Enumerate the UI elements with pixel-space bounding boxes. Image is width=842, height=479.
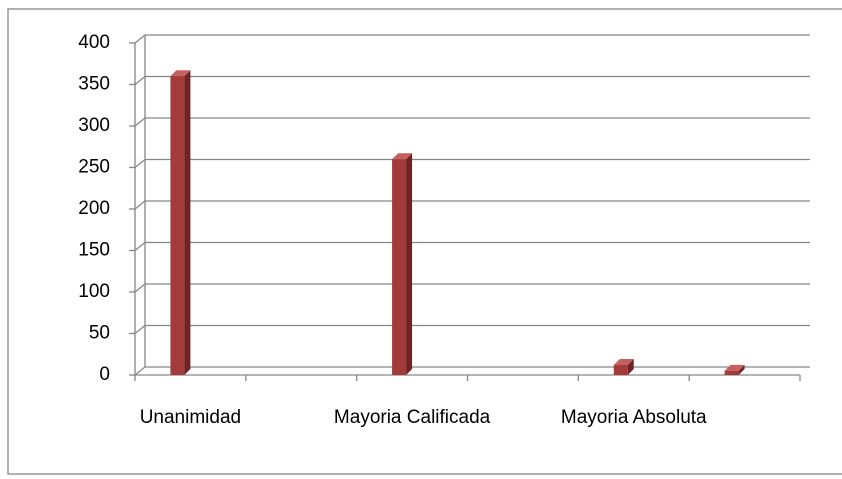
grid-line [134, 200, 146, 210]
grid-line [134, 158, 146, 169]
x-tick-label: Mayoria Calificada [334, 407, 491, 428]
bar-face [724, 370, 739, 375]
y-tick-label: 400 [78, 32, 110, 53]
grid-line [134, 34, 146, 44]
bar [724, 364, 745, 375]
bar-face [406, 153, 413, 375]
y-tick-label: 150 [78, 240, 110, 261]
bar [392, 153, 413, 375]
y-tick-label: 100 [78, 281, 110, 302]
bar-face [613, 365, 628, 375]
bar [613, 359, 634, 375]
grid-line [134, 75, 146, 86]
bar-face [392, 159, 407, 375]
y-tick-label: 350 [78, 74, 110, 95]
bar-face [724, 364, 745, 371]
grid-line [134, 324, 146, 335]
y-tick-label: 0 [99, 364, 110, 385]
bar-face [738, 364, 745, 375]
x-tick-label: Unanimidad [140, 407, 241, 428]
grid-line [134, 283, 146, 293]
grid-line [134, 366, 146, 376]
chart-frame [7, 8, 842, 475]
y-tick-label: 50 [89, 323, 110, 344]
bar-face [170, 70, 191, 77]
grid-line [134, 241, 146, 252]
y-tick-label: 250 [78, 157, 110, 178]
bar-face [627, 359, 634, 375]
bar-face [392, 153, 413, 160]
y-tick-label: 300 [78, 115, 110, 136]
bar [170, 70, 191, 375]
bar-face [184, 70, 191, 375]
y-tick-label: 200 [78, 198, 110, 219]
bar-face [613, 359, 634, 366]
grid-line [134, 117, 146, 127]
x-tick-label: Mayoria Absoluta [561, 407, 707, 428]
bar-face [170, 76, 185, 375]
